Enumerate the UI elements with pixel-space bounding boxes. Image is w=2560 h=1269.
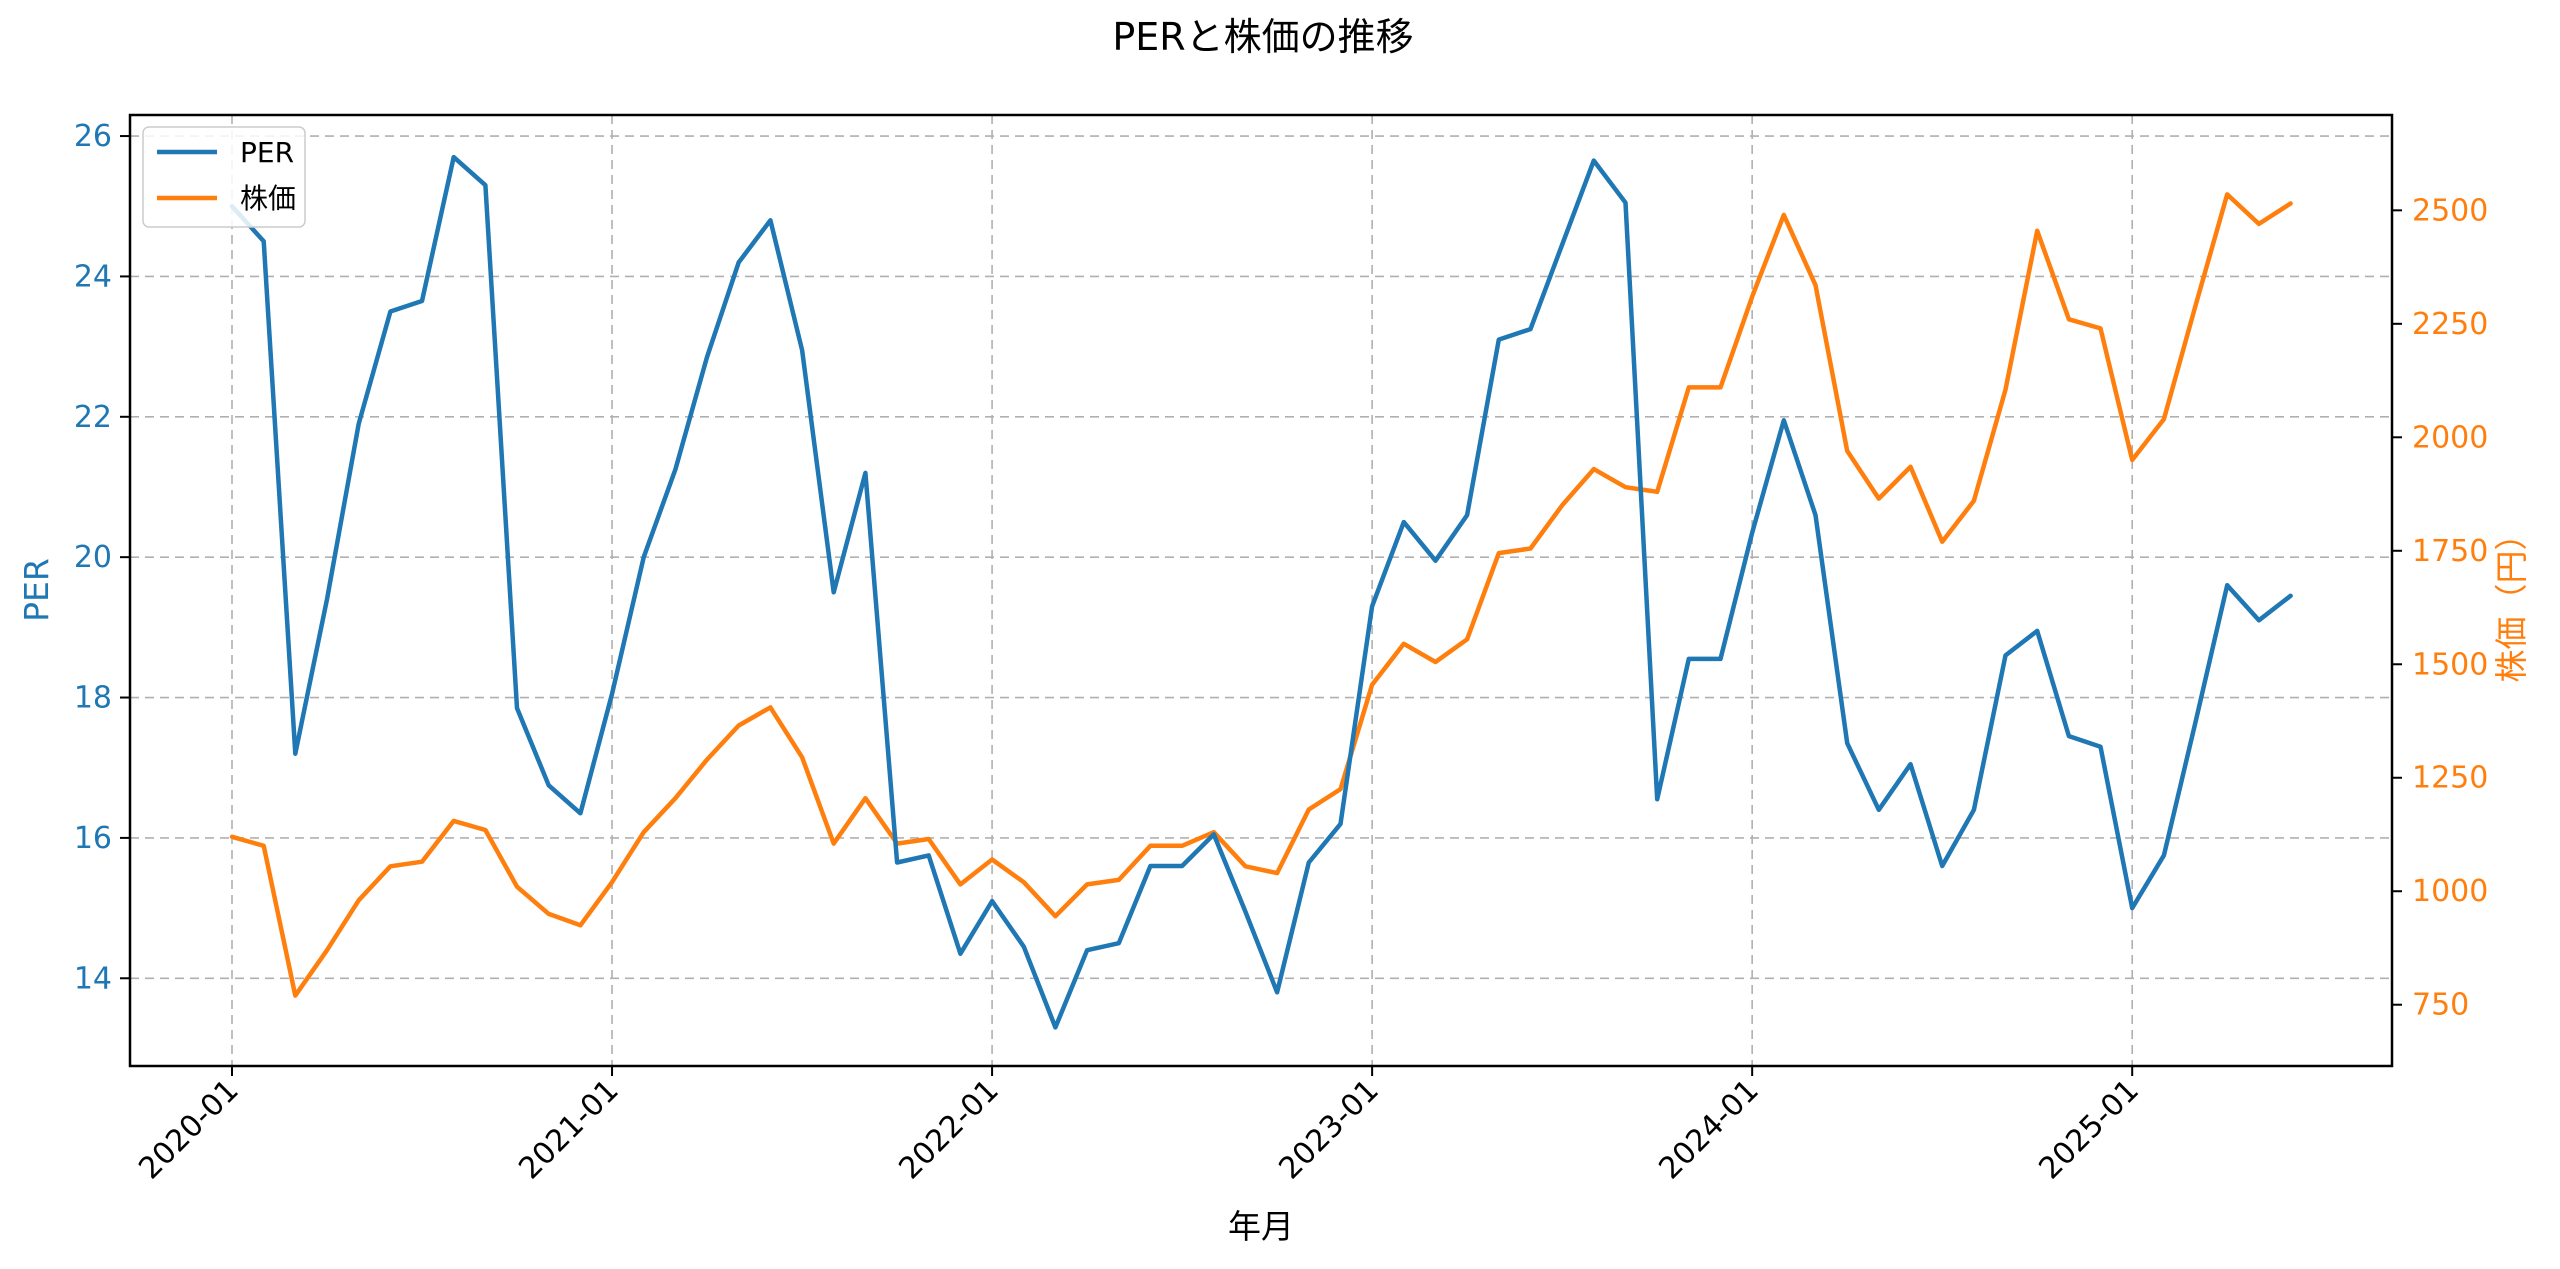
left-tick-label: 24 (74, 259, 112, 294)
left-tick-label: 14 (74, 961, 112, 996)
legend-label-per: PER (240, 136, 294, 169)
left-tick-label: 20 (74, 540, 112, 575)
right-tick-label: 1250 (2412, 761, 2488, 796)
legend-label-price: 株価 (240, 182, 296, 215)
right-tick-label: 2000 (2412, 420, 2488, 455)
left-tick-label: 16 (74, 821, 112, 856)
right-axis: 750 1000 1250 1500 1750 2000 2250 2500 (2392, 193, 2488, 1023)
legend: PER 株価 (142, 126, 306, 228)
right-tick-label: 2250 (2412, 307, 2488, 342)
per-series-line (229, 154, 2293, 1030)
left-tick-label: 26 (74, 119, 112, 154)
plot-frame (128, 113, 2394, 1068)
right-tick-label: 1500 (2412, 647, 2488, 682)
right-tick-label: 2500 (2412, 193, 2488, 228)
y-axis-label-right: 株価（円） (2492, 518, 2531, 683)
left-tick-label: 22 (74, 400, 112, 435)
series-layer (229, 154, 2293, 1030)
left-tick-label: 18 (74, 681, 112, 716)
right-tick-label: 750 (2412, 988, 2469, 1023)
chart-title: PERと株価の推移 (1112, 15, 1413, 59)
left-axis: 14 16 18 20 22 24 26 (74, 119, 130, 996)
y-axis-label-left: PER (17, 558, 56, 622)
x-axis-label: 年月 (1228, 1207, 1294, 1246)
right-tick-label: 1000 (2412, 874, 2488, 909)
right-tick-label: 1750 (2412, 534, 2488, 569)
price-series-line (229, 192, 2293, 998)
